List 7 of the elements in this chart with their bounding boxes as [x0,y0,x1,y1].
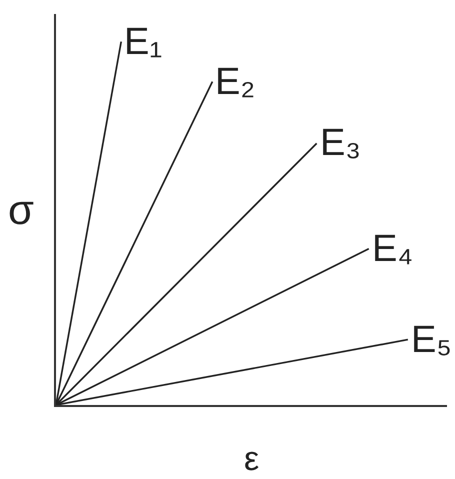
series-label: E₅ [411,319,452,361]
x-axis-title: ε [244,440,260,478]
series-label: E₃ [320,122,361,164]
series-label: E₁ [124,21,162,63]
series-label: E₂ [215,61,256,103]
series-label: E₄ [372,228,413,270]
y-axis-title: σ [8,186,34,233]
